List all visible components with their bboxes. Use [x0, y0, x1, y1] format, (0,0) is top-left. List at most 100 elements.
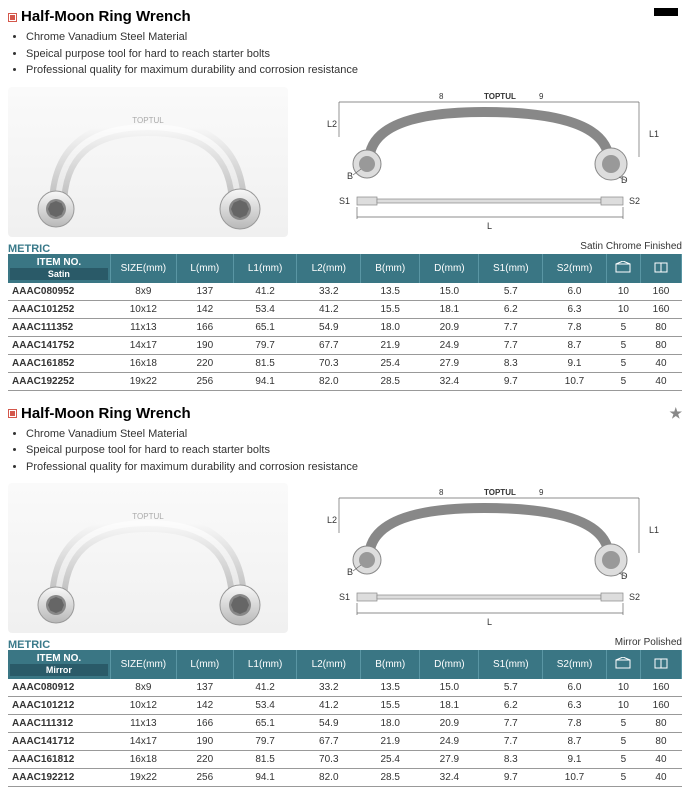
- cell: 7.7: [479, 336, 543, 354]
- dimension-diagram: 8 TOPTUL 9 L2 L1 B D S1 S2 L: [296, 87, 682, 237]
- svg-text:S1: S1: [339, 196, 350, 206]
- cell: 80: [640, 733, 681, 751]
- cell: 41.2: [297, 300, 361, 318]
- cell: 80: [640, 336, 681, 354]
- cell: 160: [640, 697, 681, 715]
- svg-text:S2: S2: [629, 196, 640, 206]
- cell: 40: [640, 354, 681, 372]
- cell: 32.4: [420, 372, 479, 390]
- col-header: D(mm): [420, 650, 479, 679]
- cell: 54.9: [297, 318, 361, 336]
- cell: AAAC141752: [8, 336, 110, 354]
- variant-label: Satin: [10, 268, 108, 280]
- brand-logo: [654, 8, 678, 16]
- col-header: ITEM NO.Satin: [8, 254, 110, 283]
- cell: 6.2: [479, 300, 543, 318]
- cell: 82.0: [297, 769, 361, 787]
- cell: 70.3: [297, 751, 361, 769]
- cell: 53.4: [233, 697, 297, 715]
- feature-item: Chrome Vanadium Steel Material: [26, 29, 682, 46]
- svg-text:L: L: [487, 221, 492, 231]
- cell: 33.2: [297, 283, 361, 301]
- table-row: AAAC11131211x1316665.154.918.020.97.77.8…: [8, 715, 682, 733]
- cell: 20.9: [420, 715, 479, 733]
- cell: 166: [176, 715, 233, 733]
- col-header: D(mm): [420, 254, 479, 283]
- cell: 6.2: [479, 697, 543, 715]
- table-row: AAAC14171214x1719079.767.721.924.97.78.7…: [8, 733, 682, 751]
- col-header: B(mm): [361, 254, 420, 283]
- cell: 94.1: [233, 769, 297, 787]
- cell: 40: [640, 751, 681, 769]
- cell: 9.1: [543, 751, 607, 769]
- cell: 40: [640, 769, 681, 787]
- svg-text:B: B: [347, 171, 353, 181]
- cell: 14x17: [110, 733, 176, 751]
- cell: 137: [176, 679, 233, 697]
- col-header: ITEM NO.Mirror: [8, 650, 110, 679]
- dimension-diagram: 8 TOPTUL 9 L2 L1 B D S1 S2 L: [296, 483, 682, 633]
- cell: 10.7: [543, 769, 607, 787]
- product-photo: TOPTUL: [8, 483, 288, 633]
- cell: 160: [640, 283, 681, 301]
- cell: 166: [176, 318, 233, 336]
- cell: 6.0: [543, 283, 607, 301]
- col-header: L2(mm): [297, 650, 361, 679]
- cell: 67.7: [297, 336, 361, 354]
- col-header: S2(mm): [543, 254, 607, 283]
- cell: 6.3: [543, 300, 607, 318]
- table-row: AAAC16185216x1822081.570.325.427.98.39.1…: [8, 354, 682, 372]
- bullet-square-icon: [8, 409, 17, 418]
- cell: AAAC101252: [8, 300, 110, 318]
- cell: 5: [606, 715, 640, 733]
- cell: 8.3: [479, 751, 543, 769]
- cell: 10x12: [110, 300, 176, 318]
- feature-list: Chrome Vanadium Steel MaterialSpeical pu…: [20, 29, 682, 79]
- col-header: L1(mm): [233, 254, 297, 283]
- cell: 10: [606, 300, 640, 318]
- cell: 94.1: [233, 372, 297, 390]
- cell: 79.7: [233, 336, 297, 354]
- cell: 190: [176, 336, 233, 354]
- cell: 137: [176, 283, 233, 301]
- cell: 82.0: [297, 372, 361, 390]
- col-header: [606, 650, 640, 679]
- col-header: L1(mm): [233, 650, 297, 679]
- col-header: [606, 254, 640, 283]
- table-row: AAAC14175214x1719079.767.721.924.97.78.7…: [8, 336, 682, 354]
- cell: AAAC192252: [8, 372, 110, 390]
- wrench-photo: TOPTUL: [8, 87, 288, 237]
- svg-text:TOPTUL: TOPTUL: [132, 512, 164, 521]
- svg-text:S1: S1: [339, 592, 350, 602]
- svg-text:TOPTUL: TOPTUL: [132, 116, 164, 125]
- cell: AAAC080912: [8, 679, 110, 697]
- col-header: S1(mm): [479, 650, 543, 679]
- col-header: [640, 254, 681, 283]
- feature-item: Speical purpose tool for hard to reach s…: [26, 442, 682, 459]
- product-section: Half-Moon Ring Wrench ★ Chrome Vanadium …: [8, 405, 682, 788]
- cell: 7.8: [543, 715, 607, 733]
- cell: 16x18: [110, 354, 176, 372]
- cell: 25.4: [361, 751, 420, 769]
- cell: 11x13: [110, 715, 176, 733]
- feature-item: Professional quality for maximum durabil…: [26, 62, 682, 79]
- svg-text:L2: L2: [327, 515, 337, 525]
- wrench-photo: TOPTUL: [8, 483, 288, 633]
- cell: AAAC141712: [8, 733, 110, 751]
- table-row: AAAC19221219x2225694.182.028.532.49.710.…: [8, 769, 682, 787]
- svg-text:L1: L1: [649, 129, 659, 139]
- cell: 6.0: [543, 679, 607, 697]
- cell: 142: [176, 697, 233, 715]
- product-photo: TOPTUL: [8, 87, 288, 237]
- cell: AAAC111352: [8, 318, 110, 336]
- cell: 11x13: [110, 318, 176, 336]
- cell: 7.7: [479, 715, 543, 733]
- svg-text:L1: L1: [649, 525, 659, 535]
- variant-label: Mirror: [10, 664, 108, 676]
- cell: 5: [606, 769, 640, 787]
- col-header: L(mm): [176, 650, 233, 679]
- cell: 7.7: [479, 318, 543, 336]
- cell: 18.0: [361, 715, 420, 733]
- cell: 5: [606, 354, 640, 372]
- cell: 54.9: [297, 715, 361, 733]
